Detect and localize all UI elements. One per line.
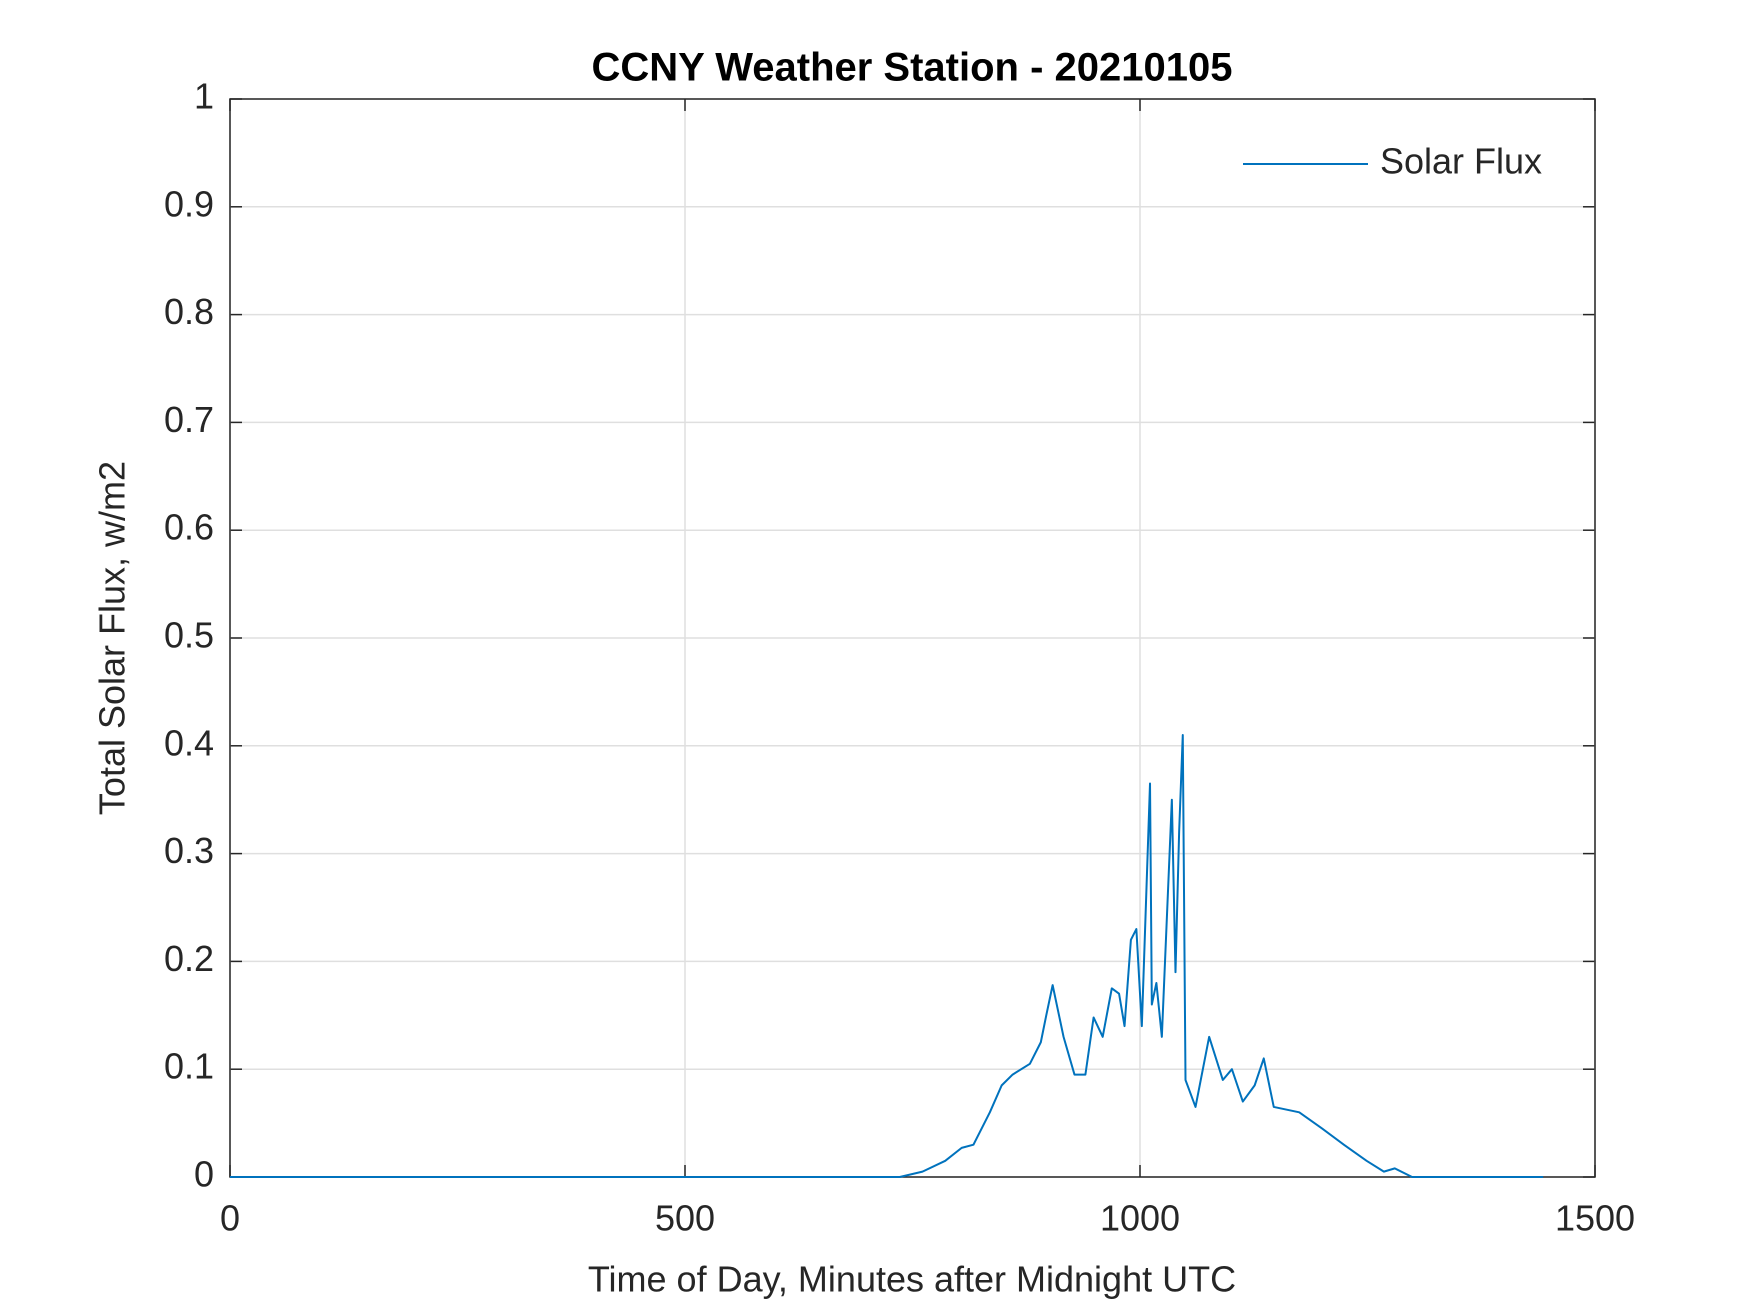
y-tick-label: 0.3 — [164, 830, 214, 871]
x-tick-label: 500 — [655, 1198, 715, 1239]
legend-label: Solar Flux — [1380, 141, 1542, 182]
chart-title: CCNY Weather Station - 20210105 — [592, 46, 1233, 90]
y-tick-label: 0.7 — [164, 399, 214, 440]
y-tick-label: 0.9 — [164, 183, 214, 224]
y-axis-label: Total Solar Flux, w/m2 — [92, 461, 133, 815]
y-tick-label: 1 — [194, 76, 214, 117]
x-axis-label: Time of Day, Minutes after Midnight UTC — [588, 1259, 1236, 1300]
data-line — [230, 734, 1544, 1178]
x-tick-label: 0 — [220, 1198, 240, 1239]
y-tick-label: 0.1 — [164, 1046, 214, 1087]
y-tick-label: 0.5 — [164, 615, 214, 656]
y-tick-label: 0.2 — [164, 938, 214, 979]
plot-frame — [229, 98, 1596, 1178]
y-tick-label: 0.6 — [164, 507, 214, 548]
x-tick-label: 1500 — [1555, 1198, 1635, 1239]
y-tick-label: 0.4 — [164, 722, 214, 763]
y-tick-label: 0.8 — [164, 291, 214, 332]
y-tick-label: 0 — [194, 1154, 214, 1195]
x-tick-label: 1000 — [1100, 1198, 1180, 1239]
